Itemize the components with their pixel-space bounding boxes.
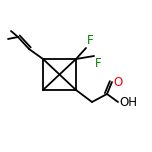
Text: O: O [113,76,122,88]
Text: F: F [95,57,102,70]
Text: F: F [87,34,94,47]
Text: OH: OH [119,95,137,109]
